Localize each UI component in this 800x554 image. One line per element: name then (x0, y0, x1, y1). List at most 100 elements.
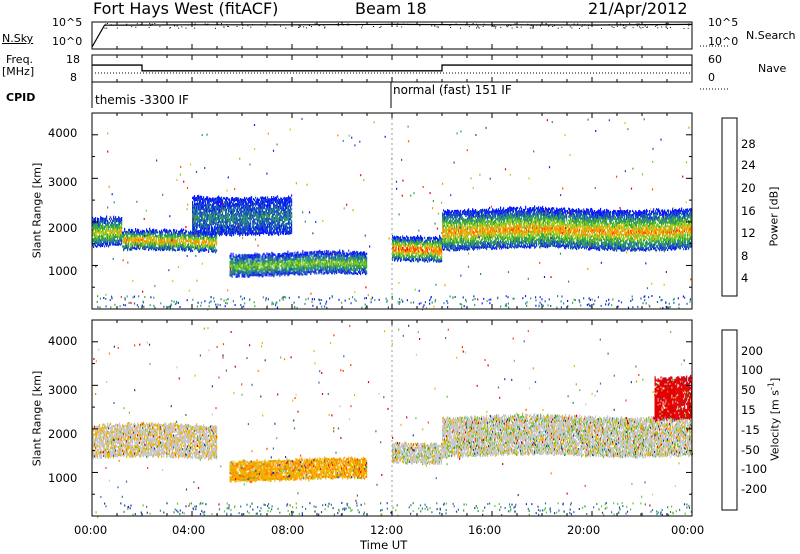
power-cell (120, 221, 122, 225)
power-cell (92, 216, 94, 219)
power-cell (267, 229, 269, 232)
power-cell (366, 270, 368, 273)
power-cell (112, 219, 114, 223)
noise-point (623, 27, 625, 29)
power-cell (121, 219, 123, 222)
power-cbar-tick: 24 (741, 158, 756, 172)
power-cbar-tick: 16 (741, 204, 756, 218)
noise-point (275, 24, 277, 26)
power-cell (109, 243, 111, 246)
power-cell (110, 237, 112, 240)
power-cell (113, 227, 115, 230)
noise-point (536, 24, 538, 26)
power-cell (198, 232, 200, 235)
power-cell (110, 231, 112, 235)
power-cell (105, 223, 107, 226)
power-cell (100, 219, 102, 222)
power-cell (194, 195, 196, 198)
power-cell (103, 225, 105, 228)
power-cell (144, 230, 146, 233)
power-cell (94, 217, 96, 221)
power-cell (112, 237, 114, 240)
power-cell (102, 235, 104, 238)
power-cell (106, 233, 108, 236)
xaxis-label: Time UT (360, 538, 408, 552)
power-cell (132, 245, 134, 248)
power-cell (294, 251, 296, 254)
power-cell (119, 225, 121, 228)
power-cell (197, 226, 199, 229)
power-cell (302, 250, 304, 253)
power-cell (108, 227, 110, 230)
power-cell (112, 243, 114, 246)
power-cell (93, 222, 95, 225)
power-cell (126, 244, 128, 247)
noise-point (236, 25, 238, 27)
noise-right-label: N.Search (746, 29, 796, 42)
power-cell (124, 245, 126, 248)
vel-cbar-tick: -50 (741, 443, 760, 457)
power-cell (117, 225, 119, 229)
noise-point (298, 25, 300, 26)
power-cell (92, 244, 94, 247)
noise-point (613, 27, 615, 28)
noise-point (507, 25, 509, 27)
power-cell (235, 254, 237, 257)
power-cell (206, 241, 208, 244)
power-cell (203, 196, 205, 199)
noise-point (478, 27, 480, 29)
noise-point (530, 25, 532, 27)
noise-point (379, 27, 381, 28)
nave-tick-bottom: 0 (708, 71, 715, 84)
power-cell (95, 223, 97, 226)
noise-point (187, 24, 189, 26)
power-cell (113, 243, 115, 246)
power-cell (300, 258, 302, 261)
power-cell (115, 218, 117, 221)
power-cell (96, 229, 98, 233)
noise-point (178, 27, 180, 29)
power-cell (93, 234, 95, 237)
power-cell (348, 249, 350, 252)
power-cell (119, 236, 121, 239)
power-cell (192, 249, 194, 252)
power-cell (216, 239, 218, 242)
velocity-ytick: 2000 (48, 427, 78, 441)
noise-point (217, 23, 219, 25)
power-cell (122, 233, 124, 236)
power-cell (116, 220, 118, 223)
power-cell (117, 233, 119, 236)
power-cell (97, 245, 99, 248)
power-cell (233, 233, 235, 236)
power-cbar-tick: 20 (741, 181, 756, 195)
power-cell (128, 246, 130, 249)
power-cell (117, 235, 119, 238)
power-cell (98, 243, 100, 246)
nave-label: Nave (758, 62, 787, 75)
power-cell (101, 224, 103, 227)
power-cell (176, 229, 178, 232)
noise-point (450, 26, 452, 28)
power-cell (314, 250, 316, 253)
power-cell (216, 249, 218, 252)
power-cell (110, 239, 112, 242)
power-cell (109, 225, 111, 229)
noise-point (669, 27, 671, 28)
noise-point (579, 27, 580, 29)
noise-point (403, 23, 405, 25)
power-cell (291, 216, 293, 219)
power-cell (120, 235, 122, 238)
power-cell (265, 196, 267, 199)
power-cell (95, 225, 97, 228)
power-cell (171, 231, 173, 234)
noise-point (581, 26, 583, 27)
power-cell (121, 217, 123, 220)
power-cell (118, 235, 120, 238)
noise-point (106, 23, 108, 24)
power-cell (120, 243, 122, 246)
power-cell (110, 224, 112, 227)
power-ytick: 1000 (48, 264, 78, 278)
power-cell (103, 237, 105, 240)
noise-point (683, 28, 685, 29)
power-cell (105, 239, 107, 242)
